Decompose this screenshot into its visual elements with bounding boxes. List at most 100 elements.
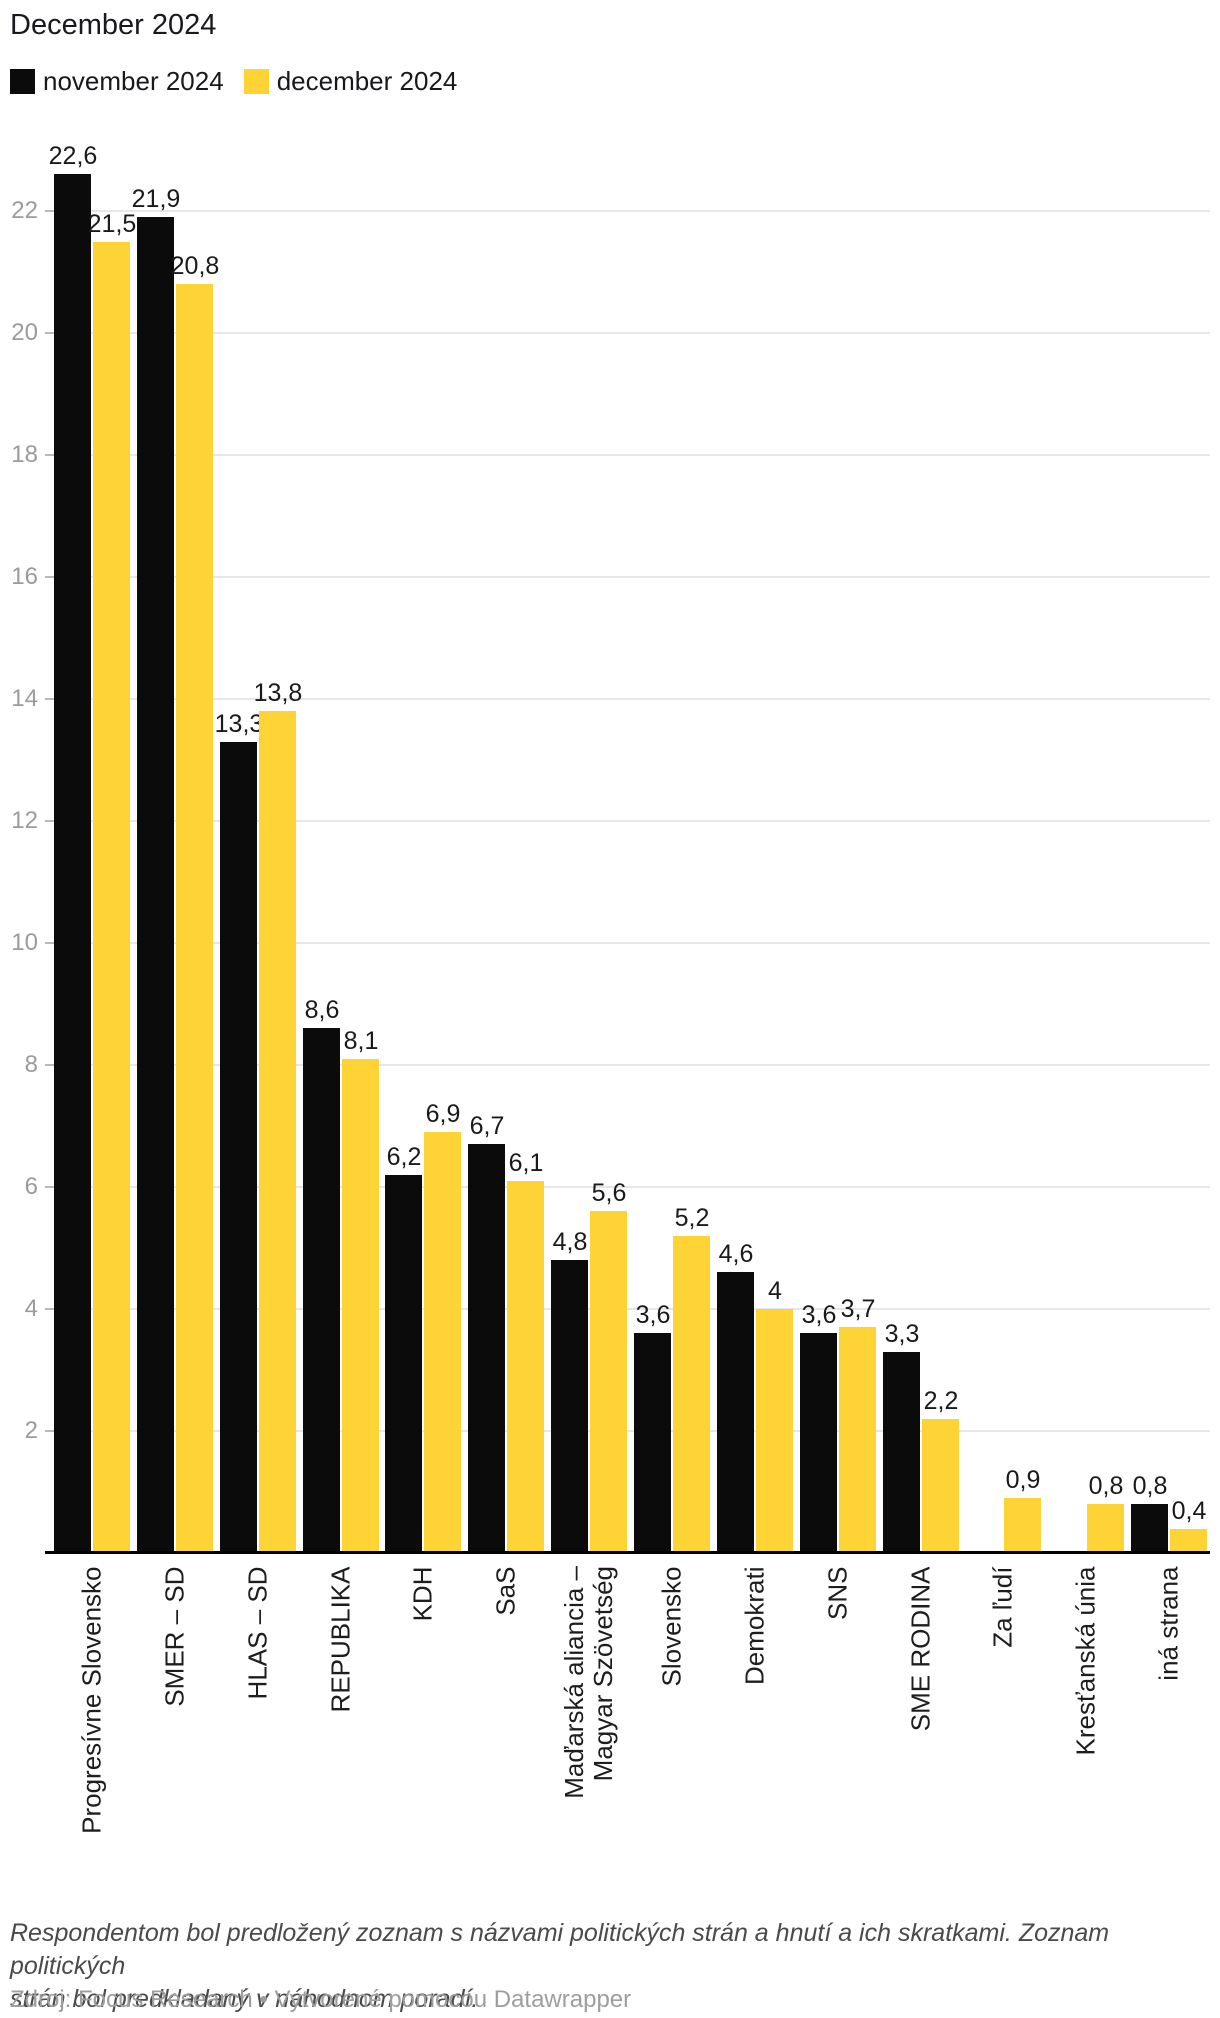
bar-december bbox=[259, 711, 296, 1553]
bar-december bbox=[424, 1132, 461, 1553]
y-tick-label: 4 bbox=[24, 1295, 38, 1322]
bar-november bbox=[385, 1175, 422, 1553]
bar-december bbox=[93, 242, 130, 1553]
category-label: Za ľudí bbox=[987, 1566, 1018, 1648]
bar-november bbox=[137, 217, 174, 1553]
category-label: Demokrati bbox=[739, 1566, 770, 1685]
category-label: Slovensko bbox=[656, 1566, 687, 1687]
bar-november bbox=[468, 1144, 505, 1553]
y-tick-mark bbox=[45, 210, 54, 212]
bar-december bbox=[590, 1211, 627, 1553]
category-label: Progresívne Slovensko bbox=[76, 1566, 107, 1834]
gridline bbox=[45, 576, 1210, 578]
y-tick-label: 22 bbox=[11, 197, 38, 224]
gridline bbox=[45, 698, 1210, 700]
value-label: 4 bbox=[768, 1277, 782, 1305]
value-label: 8,6 bbox=[304, 996, 340, 1024]
legend-label-december: december 2024 bbox=[276, 66, 458, 96]
legend-label-november: november 2024 bbox=[43, 66, 224, 96]
value-label: 4,6 bbox=[718, 1240, 754, 1268]
bar-november bbox=[54, 174, 91, 1553]
bar-december bbox=[756, 1309, 793, 1553]
value-label: 0,4 bbox=[1171, 1497, 1207, 1525]
value-label: 21,5 bbox=[87, 210, 137, 238]
gridline bbox=[45, 1308, 1210, 1310]
y-tick-label: 2 bbox=[24, 1417, 38, 1444]
bar-december bbox=[1087, 1504, 1124, 1553]
category-label: REPUBLIKA bbox=[325, 1566, 356, 1713]
value-label: 6,1 bbox=[508, 1149, 544, 1177]
bar-november bbox=[1131, 1504, 1168, 1553]
legend-swatch-december bbox=[243, 69, 269, 94]
chart-title: December 2024 bbox=[10, 9, 217, 41]
y-tick-mark bbox=[45, 698, 54, 700]
category-label: HLAS – SD bbox=[242, 1566, 273, 1700]
value-label: 20,8 bbox=[170, 252, 220, 280]
bar-november bbox=[800, 1333, 837, 1553]
bar-november bbox=[220, 742, 257, 1553]
legend-item-december: december 2024 bbox=[243, 66, 458, 97]
y-tick-mark bbox=[45, 942, 54, 944]
legend-swatch-november bbox=[10, 69, 35, 94]
category-label: Maďarská aliancia – Magyar Szövetség bbox=[559, 1566, 618, 1799]
value-label: 2,2 bbox=[923, 1387, 959, 1415]
value-label: 6,9 bbox=[425, 1100, 461, 1128]
category-label: SMER – SD bbox=[159, 1566, 190, 1707]
legend: november 2024 december 2024 bbox=[10, 66, 457, 97]
gridline bbox=[45, 454, 1210, 456]
gridline bbox=[45, 942, 1210, 944]
value-label: 5,6 bbox=[591, 1179, 627, 1207]
category-label: SME RODINA bbox=[905, 1566, 936, 1732]
gridline bbox=[45, 820, 1210, 822]
value-label: 6,2 bbox=[386, 1143, 422, 1171]
y-tick-label: 18 bbox=[11, 441, 38, 468]
y-tick-label: 12 bbox=[11, 807, 38, 834]
legend-item-november: november 2024 bbox=[10, 66, 224, 97]
value-label: 0,9 bbox=[1005, 1466, 1041, 1494]
bar-december bbox=[176, 284, 213, 1553]
gridline bbox=[45, 1186, 1210, 1188]
y-tick-mark bbox=[45, 454, 54, 456]
bar-december bbox=[342, 1059, 379, 1553]
category-label: SaS bbox=[490, 1566, 521, 1616]
value-label: 0,8 bbox=[1132, 1472, 1168, 1500]
value-label: 5,2 bbox=[674, 1204, 710, 1232]
y-tick-mark bbox=[45, 820, 54, 822]
y-tick-label: 20 bbox=[11, 319, 38, 346]
value-label: 4,8 bbox=[552, 1228, 588, 1256]
y-tick-label: 10 bbox=[11, 929, 38, 956]
value-label: 8,1 bbox=[343, 1027, 379, 1055]
category-label: Kresťanská únia bbox=[1070, 1566, 1101, 1756]
bar-december bbox=[1170, 1529, 1207, 1553]
bar-december bbox=[1004, 1498, 1041, 1553]
source-line: Zdroj: Focus Research • Vytvorené pomoco… bbox=[10, 1986, 632, 2013]
category-label: SNS bbox=[822, 1566, 853, 1620]
y-tick-mark bbox=[45, 1308, 54, 1310]
bar-december bbox=[507, 1181, 544, 1553]
bar-december bbox=[673, 1236, 710, 1553]
bar-november bbox=[303, 1028, 340, 1553]
bar-november bbox=[717, 1272, 754, 1553]
category-label: iná strana bbox=[1153, 1566, 1184, 1681]
y-tick-mark bbox=[45, 1430, 54, 1432]
value-label: 6,7 bbox=[469, 1112, 505, 1140]
bar-december bbox=[922, 1419, 959, 1553]
bar-november bbox=[551, 1260, 588, 1553]
value-label: 3,6 bbox=[635, 1301, 671, 1329]
value-label: 3,6 bbox=[801, 1301, 837, 1329]
category-label: KDH bbox=[407, 1566, 438, 1622]
bar-november bbox=[883, 1352, 920, 1553]
y-tick-mark bbox=[45, 1064, 54, 1066]
value-label: 0,8 bbox=[1088, 1472, 1124, 1500]
value-label: 3,7 bbox=[840, 1295, 876, 1323]
footnote: Respondentom bol predložený zoznam s náz… bbox=[10, 1919, 1110, 2013]
value-label: 13,8 bbox=[253, 679, 303, 707]
bar-november bbox=[634, 1333, 671, 1553]
y-tick-label: 14 bbox=[11, 685, 38, 712]
value-label: 3,3 bbox=[884, 1320, 920, 1348]
gridline bbox=[45, 1064, 1210, 1066]
value-label: 13,3 bbox=[214, 710, 264, 738]
y-tick-label: 16 bbox=[11, 563, 38, 590]
